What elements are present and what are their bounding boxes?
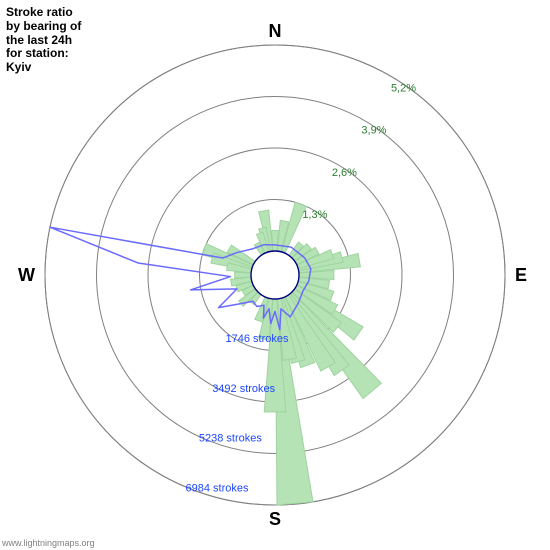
svg-text:5238 strokes: 5238 strokes [199, 433, 262, 445]
svg-text:3492 strokes: 3492 strokes [212, 383, 275, 395]
svg-text:E: E [515, 265, 527, 285]
svg-text:1746 strokes: 1746 strokes [226, 333, 289, 345]
attribution: www.lightningmaps.org [2, 538, 95, 548]
svg-text:N: N [269, 21, 282, 41]
svg-text:2,6%: 2,6% [332, 167, 357, 179]
chart-title: Stroke ratio by bearing of the last 24h … [6, 6, 81, 75]
svg-text:W: W [18, 265, 35, 285]
svg-text:1,3%: 1,3% [302, 209, 327, 221]
inner-circle [251, 251, 299, 299]
svg-text:6984 strokes: 6984 strokes [186, 482, 249, 494]
svg-text:5,2%: 5,2% [391, 83, 416, 95]
svg-text:3,9%: 3,9% [361, 125, 386, 137]
svg-text:S: S [269, 509, 281, 529]
polar-chart: N E S W 1,3% 2,6% 3,9% 5,2% 1746 strokes 3492 str… [0, 0, 550, 550]
